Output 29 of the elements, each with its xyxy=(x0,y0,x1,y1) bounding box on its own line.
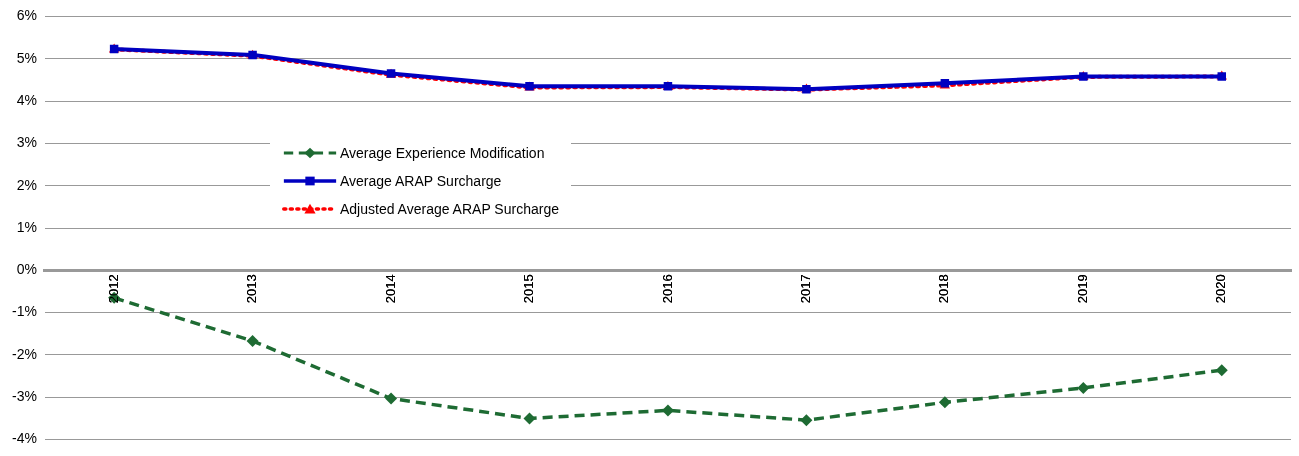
point xyxy=(938,396,951,409)
legend-label: Average Experience Modification xyxy=(340,145,545,161)
point xyxy=(800,414,813,427)
x-tick-label: 2016 xyxy=(659,274,675,304)
x-tick-label: 2020 xyxy=(1213,274,1229,304)
point xyxy=(1077,381,1090,394)
x-tick-label: 2019 xyxy=(1074,274,1090,304)
x-tick-label: 2013 xyxy=(244,274,260,304)
y-tick-label: 4% xyxy=(16,91,37,108)
point xyxy=(385,392,398,405)
x-tick-label: 2012 xyxy=(105,274,121,304)
y-tick-label: 3% xyxy=(16,134,37,151)
y-tick-label: 5% xyxy=(16,49,37,66)
y-tick-label: -2% xyxy=(11,345,37,362)
legend-label: Adjusted Average ARAP Surcharge xyxy=(340,201,559,217)
x-tick-label: 2018 xyxy=(936,274,952,304)
y-tick-label: 1% xyxy=(16,218,37,235)
legend-label: Average ARAP Surcharge xyxy=(340,173,502,189)
x-tick-label: 2014 xyxy=(382,274,398,304)
point xyxy=(523,412,536,425)
y-tick-label: -1% xyxy=(11,303,37,320)
y-tick-label: 6% xyxy=(16,7,37,24)
x-tick-label: 2017 xyxy=(797,274,813,304)
y-tick-label: -3% xyxy=(11,388,37,405)
x-tick-label: 2015 xyxy=(521,274,537,304)
y-tick-label: 2% xyxy=(16,176,37,193)
point xyxy=(246,334,259,347)
y-tick-label: 0% xyxy=(16,261,37,278)
y-tick-label: -4% xyxy=(11,430,37,447)
